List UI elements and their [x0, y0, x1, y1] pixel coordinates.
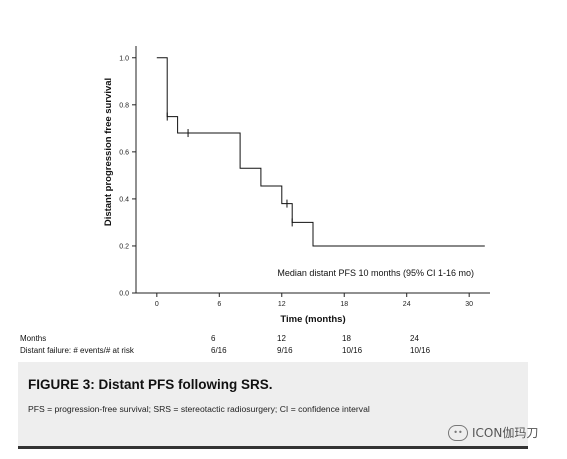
risk-value-12: 9/16: [277, 346, 293, 355]
y-axis-label: Distant progression free survival: [103, 78, 114, 226]
risk-month-12: 12: [277, 334, 286, 343]
x-tick-label-30: 30: [465, 301, 473, 308]
risk-label-months: Months: [20, 334, 47, 343]
x-tick-label-12: 12: [278, 301, 286, 308]
y-tick-label-4: 0.8: [119, 102, 129, 109]
risk-month-18: 18: [342, 334, 351, 343]
km-step-line: [156, 57, 485, 247]
risk-month-6: 6: [211, 334, 216, 343]
bottom-rule: [18, 446, 528, 449]
watermark-text: ICON伽玛刀: [472, 426, 539, 440]
axes: 0 6 12 18 24 30 0.0 0.2 0.4 0.6 0.8 1.0: [119, 46, 490, 308]
km-plot: 0 6 12 18 24 30 0.0 0.2 0.4 0.6 0.8 1.0 Distant pro…: [103, 46, 490, 325]
watermark: •• ICON伽玛刀: [448, 424, 538, 441]
km-curve: [156, 57, 485, 247]
x-axis-label: Time (months): [280, 314, 345, 325]
x-tick-label-0: 0: [155, 301, 159, 308]
wechat-icon: ••: [448, 424, 468, 441]
x-tick-label-18: 18: [340, 301, 348, 308]
x-tick-label-24: 24: [403, 301, 411, 308]
censor-marks: [166, 112, 293, 227]
risk-value-18: 10/16: [342, 346, 363, 355]
figure-caption: PFS = progression-free survival; SRS = s…: [28, 404, 370, 414]
y-tick-label-1: 0.2: [119, 243, 129, 250]
caption-box: [18, 362, 528, 448]
x-tick-label-6: 6: [217, 301, 221, 308]
risk-value-24: 10/16: [410, 346, 431, 355]
y-tick-label-5: 1.0: [119, 55, 129, 62]
risk-month-24: 24: [410, 334, 419, 343]
risk-value-6: 6/16: [211, 346, 227, 355]
median-annotation: Median distant PFS 10 months (95% CI 1-1…: [277, 268, 474, 278]
risk-label-failure: Distant failure: # events/# at risk: [20, 346, 134, 355]
figure-title: FIGURE 3: Distant PFS following SRS.: [28, 377, 273, 392]
y-tick-label-2: 0.4: [119, 196, 129, 203]
y-tick-label-3: 0.6: [119, 149, 129, 156]
y-tick-label-0: 0.0: [119, 291, 129, 298]
